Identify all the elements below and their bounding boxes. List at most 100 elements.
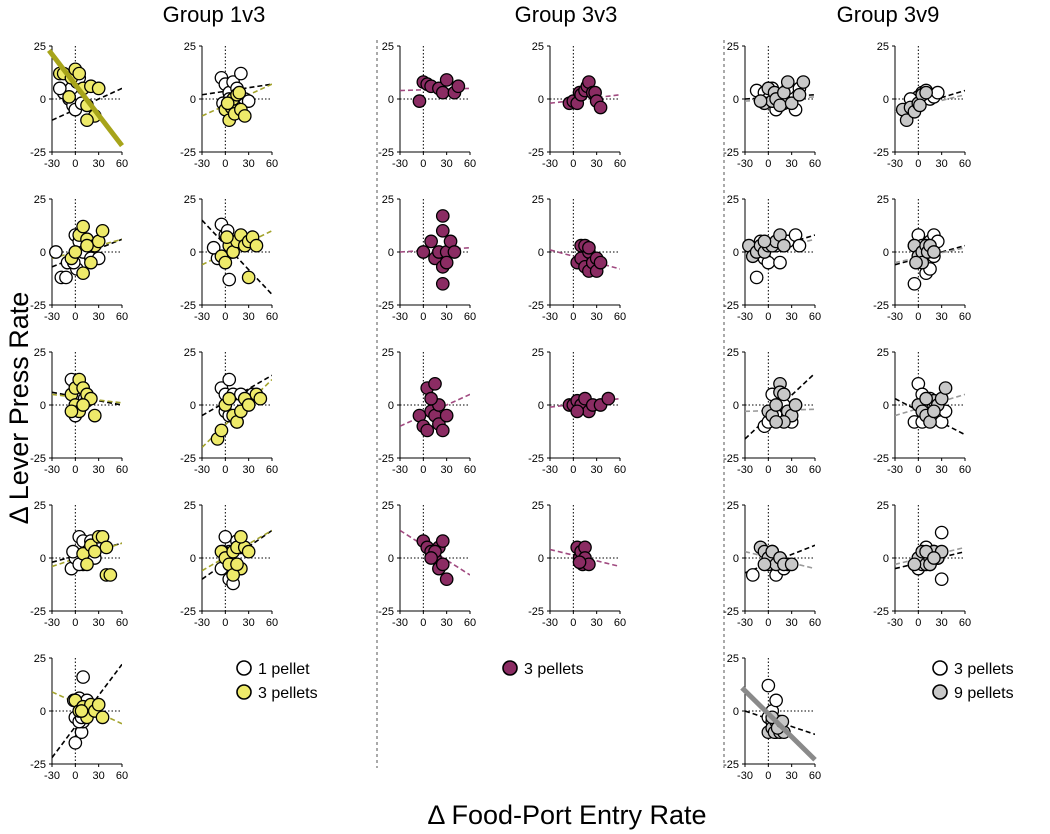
y-tick-label: -25 bbox=[723, 606, 739, 618]
scatter-points bbox=[907, 525, 949, 587]
scatter-points bbox=[416, 209, 462, 291]
y-tick-label: -25 bbox=[180, 606, 196, 618]
data-point-yellow bbox=[237, 109, 252, 123]
y-tick-label: 0 bbox=[733, 553, 739, 565]
scatter-points bbox=[206, 217, 264, 287]
data-point-white bbox=[241, 94, 256, 108]
x-tick-label: 30 bbox=[786, 617, 798, 629]
scatter-points bbox=[64, 529, 118, 582]
y-tick-label: 25 bbox=[532, 500, 544, 512]
legend-marker-3-pellets bbox=[502, 660, 518, 676]
panel-g2-r1-c2: 25 0 -25-30 0 30 60 bbox=[528, 41, 626, 170]
data-point-purple bbox=[435, 209, 450, 223]
panel-g1-r1-c1: 25 0 -25-30 0 30 60 bbox=[30, 41, 128, 170]
legend-marker-3-pellets bbox=[932, 660, 948, 676]
y-tick-label: -25 bbox=[873, 300, 889, 312]
x-tick-label: -30 bbox=[737, 770, 753, 782]
data-point-yellow bbox=[80, 557, 94, 572]
data-point-yellow bbox=[222, 391, 237, 406]
x-tick-label: 60 bbox=[464, 617, 476, 629]
x-tick-label: 60 bbox=[809, 311, 821, 323]
data-point-yellow bbox=[80, 113, 94, 128]
scatter-points bbox=[907, 376, 953, 429]
data-point-gray bbox=[907, 557, 922, 572]
y-tick-label: -25 bbox=[30, 453, 46, 465]
panel-g3-r5-c1: 25 0 -25-30 0 30 60 bbox=[723, 653, 821, 782]
data-point-yellow bbox=[241, 270, 256, 285]
y-tick-label: -25 bbox=[873, 453, 889, 465]
x-tick-label: 0 bbox=[72, 311, 78, 323]
x-tick-label: -30 bbox=[887, 311, 903, 323]
x-tick-label: -30 bbox=[44, 617, 60, 629]
x-tick-label: 60 bbox=[266, 617, 278, 629]
x-tick-label: 0 bbox=[72, 158, 78, 170]
x-tick-label: 0 bbox=[765, 158, 771, 170]
panel-g2-r2-c2: 25 0 -25-30 0 30 60 bbox=[528, 194, 626, 323]
data-point-yellow bbox=[76, 266, 90, 281]
data-point-yellow bbox=[220, 96, 235, 111]
x-tick-label: 0 bbox=[570, 311, 576, 323]
panel-g2-r1-c1: 25 0 -25-30 0 30 60 bbox=[378, 41, 476, 170]
x-tick-label: 30 bbox=[786, 158, 798, 170]
data-point-white bbox=[769, 693, 783, 708]
y-tick-label: 0 bbox=[190, 553, 196, 565]
y-tick-label: 25 bbox=[34, 41, 46, 53]
legend-label-3-pellets: 3 pellets bbox=[258, 685, 318, 702]
panel-g1-r4-c2: 25 0 -25-30 0 30 60 bbox=[180, 500, 278, 629]
data-point-purple bbox=[428, 376, 442, 391]
data-point-gray bbox=[796, 75, 811, 89]
x-tick-label: 60 bbox=[116, 770, 128, 782]
x-tick-label: -30 bbox=[194, 617, 210, 629]
x-tick-label: 60 bbox=[266, 311, 278, 323]
data-point-yellow bbox=[232, 85, 247, 100]
data-point-purple bbox=[593, 100, 608, 115]
panel-g3-r4-c2: 25 0 -25-30 0 30 60 bbox=[873, 500, 971, 629]
y-tick-label: 0 bbox=[40, 553, 46, 565]
data-point-yellow bbox=[68, 245, 83, 259]
y-axis-label: Δ Lever Press Rate bbox=[4, 292, 34, 525]
x-tick-label: 30 bbox=[591, 158, 603, 170]
data-point-gray bbox=[913, 98, 927, 113]
x-tick-label: 60 bbox=[266, 158, 278, 170]
data-point-gray bbox=[909, 255, 923, 270]
y-tick-label: -25 bbox=[723, 300, 739, 312]
panel-g2-r3-c1: 25 0 -25-30 0 30 60 bbox=[378, 347, 476, 476]
x-tick-label: 30 bbox=[786, 311, 798, 323]
x-tick-label: 30 bbox=[243, 617, 255, 629]
panel-g2-r3-c2: 25 0 -25-30 0 30 60 bbox=[528, 347, 626, 476]
scatter-points bbox=[562, 391, 616, 419]
x-tick-label: 0 bbox=[72, 770, 78, 782]
fit-lines bbox=[400, 393, 470, 427]
y-tick-label: 0 bbox=[388, 247, 394, 259]
panel-g3-r3-c2: 25 0 -25-30 0 30 60 bbox=[873, 347, 971, 476]
data-point-white bbox=[52, 81, 67, 96]
x-tick-label: 30 bbox=[441, 464, 453, 476]
legend-group-3v9: 3 pellets 9 pellets bbox=[932, 660, 1014, 702]
data-point-purple bbox=[435, 85, 450, 100]
data-point-white bbox=[930, 85, 945, 100]
y-tick-label: 0 bbox=[40, 94, 46, 106]
x-tick-label: -30 bbox=[737, 311, 753, 323]
data-point-gray bbox=[757, 234, 772, 249]
data-point-purple bbox=[424, 551, 438, 565]
x-tick-label: 60 bbox=[614, 311, 626, 323]
data-point-white bbox=[68, 735, 83, 750]
data-point-white bbox=[773, 255, 787, 270]
data-point-yellow bbox=[241, 544, 256, 559]
y-tick-label: -25 bbox=[378, 147, 394, 159]
fit-line-bold-yellow_bold bbox=[47, 48, 124, 148]
panel-g2-r4-c1: 25 0 -25-30 0 30 60 bbox=[378, 500, 476, 629]
fit-line-purple bbox=[400, 393, 470, 427]
x-tick-label: 60 bbox=[614, 464, 626, 476]
x-tick-label: -30 bbox=[542, 464, 558, 476]
data-point-yellow bbox=[84, 255, 98, 270]
data-point-purple bbox=[593, 255, 608, 270]
data-point-yellow bbox=[214, 423, 229, 438]
scatter-points bbox=[757, 376, 803, 434]
data-point-yellow bbox=[253, 391, 268, 406]
legend-marker-9-pellets bbox=[932, 684, 948, 700]
y-tick-label: 25 bbox=[184, 194, 196, 206]
y-tick-label: -25 bbox=[180, 147, 196, 159]
y-tick-label: 0 bbox=[388, 400, 394, 412]
data-point-white bbox=[234, 66, 248, 81]
